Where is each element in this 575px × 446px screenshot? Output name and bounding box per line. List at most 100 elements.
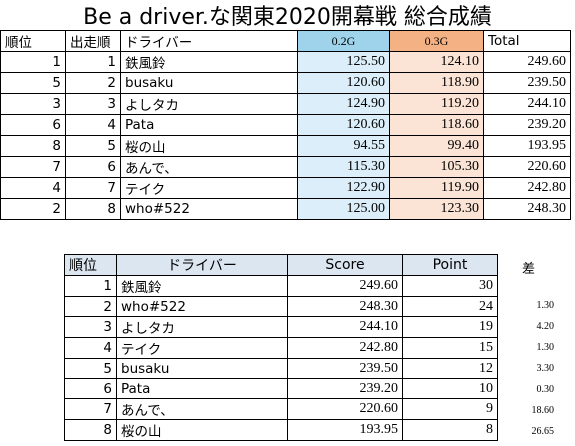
ranking-header-rank: 順位: [64, 254, 117, 276]
header-rank: 順位: [0, 30, 66, 52]
rank-cell: 7: [0, 156, 66, 178]
results-row: 1 1 鉄風鈴 125.50 124.10 249.60: [0, 51, 571, 73]
ranking-header-driver: ドライバー: [116, 254, 288, 276]
ranking-row: 4 テイク 242.80 15: [64, 337, 498, 359]
run1-score-cell: 94.55: [297, 135, 390, 157]
run2-score-cell: 119.20: [389, 93, 484, 115]
ranking-header-score: Score: [287, 254, 403, 276]
driver-cell: busaku: [120, 72, 298, 94]
ranking-point-cell: 30: [402, 275, 498, 297]
run2-score-cell: 105.30: [389, 156, 484, 178]
run1-score-cell: 122.90: [297, 177, 390, 199]
total-score-cell: 239.50: [483, 72, 571, 94]
page-title: Be a driver.な関東2020開幕戦 総合成績: [83, 5, 492, 30]
rank-cell: 6: [0, 114, 66, 136]
ranking-rank-cell: 5: [64, 358, 117, 379]
ranking-score-cell: 239.50: [287, 358, 403, 379]
run1-score-cell: 125.00: [297, 198, 390, 220]
ranking-score-cell: 239.20: [287, 378, 403, 399]
total-score-cell: 244.10: [483, 93, 571, 115]
ranking-point-cell: 12: [402, 358, 498, 379]
total-score-cell: 220.60: [483, 156, 571, 178]
ranking-row: 7 あんで、 220.60 9: [64, 398, 498, 420]
driver-cell: 鉄風鈴: [120, 51, 298, 73]
diff-value: 26.65: [531, 426, 555, 437]
results-row: 5 2 busaku 120.60 118.90 239.50: [0, 72, 571, 94]
header-run2: 0.3G: [389, 30, 484, 52]
ranking-driver-cell: よしタカ: [116, 316, 288, 338]
ranking-body: 1 鉄風鈴 249.60 30 2 who#522 248.30 24 3 よしタカ 244.10 1…: [64, 275, 498, 441]
diff-value: 3.30: [536, 363, 555, 374]
driver-cell: 桜の山: [120, 135, 298, 157]
run2-score-cell: 124.10: [389, 51, 484, 73]
total-score-cell: 248.30: [483, 198, 571, 220]
results-header-row: 順位 出走順 ドライバー 0.2G 0.3G Total: [0, 30, 571, 52]
run2-score-cell: 118.60: [389, 114, 484, 136]
results-body: 1 1 鉄風鈴 125.50 124.10 249.60 5 2 busaku 120.60 118…: [0, 51, 571, 220]
diff-value: 1.30: [536, 300, 555, 311]
ranking-header-point: Point: [402, 254, 498, 276]
start-order-cell: 2: [65, 72, 121, 94]
ranking-rank-cell: 6: [64, 378, 117, 399]
driver-cell: Pata: [120, 114, 298, 136]
ranking-driver-cell: あんで、: [116, 398, 288, 420]
results-table: 順位 出走順 ドライバー 0.2G 0.3G Total 1 1 鉄風鈴 125.50…: [0, 30, 571, 220]
header-total: Total: [483, 30, 571, 52]
results-row: 3 3 よしタカ 124.90 119.20 244.10: [0, 93, 571, 115]
diff-header: 差: [522, 262, 536, 277]
ranking-score-cell: 244.10: [287, 316, 403, 338]
ranking-score-cell: 193.95: [287, 419, 403, 441]
ranking-rank-cell: 3: [64, 316, 117, 338]
ranking-point-cell: 10: [402, 378, 498, 399]
start-order-cell: 1: [65, 51, 121, 73]
run1-score-cell: 120.60: [297, 114, 390, 136]
start-order-cell: 8: [65, 198, 121, 220]
driver-cell: who#522: [120, 198, 298, 220]
ranking-rank-cell: 4: [64, 337, 117, 359]
ranking-rank-cell: 8: [64, 419, 117, 441]
ranking-row: 6 Pata 239.20 10: [64, 378, 498, 399]
run1-score-cell: 120.60: [297, 72, 390, 94]
ranking-score-cell: 248.30: [287, 296, 403, 317]
rank-cell: 5: [0, 72, 66, 94]
ranking-point-cell: 9: [402, 398, 498, 420]
start-order-cell: 4: [65, 114, 121, 136]
total-score-cell: 239.20: [483, 114, 571, 136]
start-order-cell: 3: [65, 93, 121, 115]
ranking-row: 1 鉄風鈴 249.60 30: [64, 275, 498, 297]
run2-score-cell: 123.30: [389, 198, 484, 220]
ranking-row: 3 よしタカ 244.10 19: [64, 316, 498, 338]
rank-cell: 3: [0, 93, 66, 115]
ranking-row: 8 桜の山 193.95 8: [64, 419, 498, 441]
ranking-point-cell: 15: [402, 337, 498, 359]
ranking-header-row: 順位 ドライバー Score Point: [64, 254, 498, 276]
ranking-point-cell: 8: [402, 419, 498, 441]
diff-value: 1.30: [536, 342, 555, 353]
run2-score-cell: 99.40: [389, 135, 484, 157]
ranking-row: 2 who#522 248.30 24: [64, 296, 498, 317]
header-run1: 0.2G: [297, 30, 390, 52]
driver-cell: あんで、: [120, 156, 298, 178]
ranking-score-cell: 220.60: [287, 398, 403, 420]
rank-cell: 4: [0, 177, 66, 199]
run1-score-cell: 115.30: [297, 156, 390, 178]
start-order-cell: 5: [65, 135, 121, 157]
diff-value: 4.20: [536, 321, 555, 332]
run2-score-cell: 119.90: [389, 177, 484, 199]
start-order-cell: 7: [65, 177, 121, 199]
ranking-rank-cell: 2: [64, 296, 117, 317]
header-start-order: 出走順: [65, 30, 121, 52]
ranking-rank-cell: 1: [64, 275, 117, 297]
ranking-point-cell: 19: [402, 316, 498, 338]
header-driver: ドライバー: [120, 30, 298, 52]
results-row: 7 6 あんで、 115.30 105.30 220.60: [0, 156, 571, 178]
ranking-table: 順位 ドライバー Score Point 1 鉄風鈴 249.60 30 2 who#52…: [64, 254, 498, 441]
total-score-cell: 193.95: [483, 135, 571, 157]
ranking-driver-cell: busaku: [116, 358, 288, 379]
diff-value: 0.30: [536, 384, 555, 395]
rank-cell: 2: [0, 198, 66, 220]
ranking-driver-cell: who#522: [116, 296, 288, 317]
ranking-score-cell: 249.60: [287, 275, 403, 297]
ranking-row: 5 busaku 239.50 12: [64, 358, 498, 379]
rank-cell: 1: [0, 51, 66, 73]
